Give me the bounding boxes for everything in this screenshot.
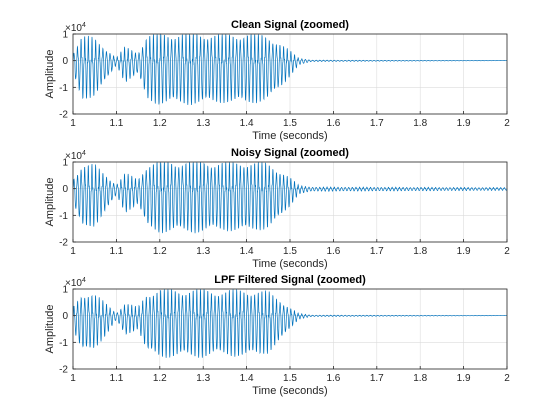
x-tick-label: 1.1 [109,246,123,257]
x-tick-label: 1.6 [326,118,340,129]
x-tick-label: 1.3 [196,118,210,129]
exponent-base: ×10 [65,151,82,162]
y-tick-label: 0 [62,56,68,67]
x-tick-label: 1.3 [196,246,210,257]
x-tick-label: 1.9 [457,373,471,384]
x-tick-label: 1.5 [283,373,297,384]
x-axis-label: Time (seconds) [252,385,327,397]
chart-title: Noisy Signal (zoomed) [231,147,349,159]
x-tick-label: 1.2 [153,118,167,129]
x-tick-label: 1.6 [326,373,340,384]
exponent-power: 4 [82,22,86,29]
x-tick-label: 1.4 [240,246,254,257]
y-exponent-label: ×104 [65,277,86,289]
y-axis-label: Amplitude [44,178,56,227]
x-tick-label: 2 [504,246,510,257]
x-tick-label: 1.5 [283,246,297,257]
x-tick-label: 1.1 [109,373,123,384]
y-axis-label: Amplitude [44,50,56,99]
x-tick-label: 1.4 [240,118,254,129]
chart-title: LPF Filtered Signal (zoomed) [214,274,366,286]
x-tick-label: 1.2 [153,246,167,257]
exponent-base: ×10 [65,23,82,34]
exponent-base: ×10 [65,278,82,289]
x-tick-label: 1.2 [153,373,167,384]
x-tick-label: 1.5 [283,118,297,129]
x-axis-label: Time (seconds) [252,258,327,270]
y-tick-label: -2 [59,110,68,121]
y-tick-label: -2 [59,238,68,249]
y-tick-label: 0 [62,184,68,195]
x-tick-label: 1 [70,246,76,257]
x-tick-label: 1.3 [196,373,210,384]
y-tick-label: -2 [59,365,68,376]
exponent-power: 4 [82,277,86,284]
x-tick-label: 1.6 [326,246,340,257]
signal-line [72,162,508,234]
x-tick-label: 1.8 [413,373,427,384]
x-tick-label: 1 [70,118,76,129]
x-tick-label: 2 [504,373,510,384]
y-tick-label: 1 [62,30,68,41]
signal-line [72,33,507,106]
y-tick-label: 1 [62,285,68,296]
x-tick-label: 1.1 [109,118,123,129]
x-tick-label: 1.7 [370,373,384,384]
y-exponent-label: ×104 [65,150,86,162]
x-tick-label: 2 [504,118,510,129]
signal-line [72,289,507,358]
x-tick-label: 1.7 [370,118,384,129]
x-tick-label: 1.9 [457,246,471,257]
y-exponent-label: ×104 [65,22,86,34]
y-tick-label: 1 [62,158,68,169]
y-tick-label: -1 [59,338,68,349]
x-axis-label: Time (seconds) [252,130,327,142]
y-tick-label: -1 [59,83,68,94]
x-tick-label: 1.9 [457,118,471,129]
chart-title: Clean Signal (zoomed) [231,19,349,31]
x-tick-label: 1 [70,373,76,384]
x-tick-label: 1.7 [370,246,384,257]
x-tick-label: 1.8 [413,118,427,129]
x-tick-label: 1.8 [413,246,427,257]
y-tick-label: 0 [62,311,68,322]
x-tick-label: 1.4 [240,373,254,384]
exponent-power: 4 [82,150,86,157]
y-axis-label: Amplitude [44,305,56,354]
y-tick-label: -1 [59,211,68,222]
